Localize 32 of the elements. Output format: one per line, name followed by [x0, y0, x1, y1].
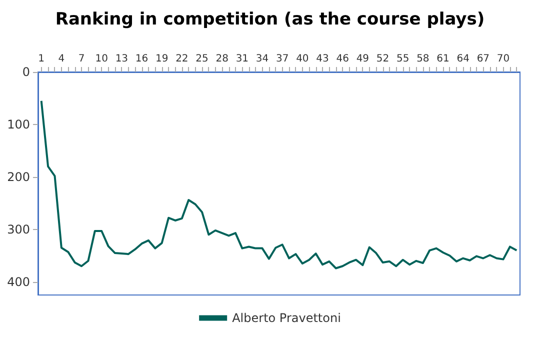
x-tick-label: 31: [236, 54, 249, 64]
line-series: [40, 100, 518, 270]
x-tick-label: 37: [276, 54, 289, 64]
x-tick-label: 7: [78, 54, 85, 64]
x-tick-label: 46: [336, 54, 349, 64]
x-tick-label: 19: [155, 54, 168, 64]
x-tick-label: 1: [38, 54, 45, 64]
y-tick-label: 300: [7, 222, 30, 236]
x-tick-label: 10: [95, 54, 108, 64]
x-tick-label: 16: [135, 54, 148, 64]
x-tick-label: 64: [456, 54, 470, 64]
x-tick-label: 40: [296, 54, 309, 64]
x-tick-label: 55: [396, 54, 410, 64]
x-tick-label: 22: [176, 54, 188, 64]
x-tick-label: 25: [196, 54, 208, 64]
y-tick-label: 200: [7, 170, 30, 184]
legend-label: Alberto Pravettoni: [232, 311, 341, 325]
y-tick-label: 0: [22, 65, 30, 79]
x-tick-label: 4: [58, 54, 65, 64]
x-tick-label: 49: [356, 54, 370, 64]
y-tick-label: 400: [7, 274, 30, 289]
x-tick-label: 43: [316, 54, 329, 64]
x-tick-label: 67: [476, 54, 490, 64]
x-tick-label: 28: [216, 54, 228, 64]
x-tick-label: 13: [115, 54, 128, 64]
x-tick-label: 61: [436, 54, 450, 64]
x-tick-label: 34: [256, 54, 269, 64]
x-tick-label: 52: [376, 54, 390, 64]
x-tick-label: 70: [496, 54, 510, 64]
y-tick-label: 100: [7, 117, 30, 132]
chart-title: Ranking in competition (as the course plays): [55, 10, 485, 30]
x-tick-label: 58: [416, 54, 430, 64]
